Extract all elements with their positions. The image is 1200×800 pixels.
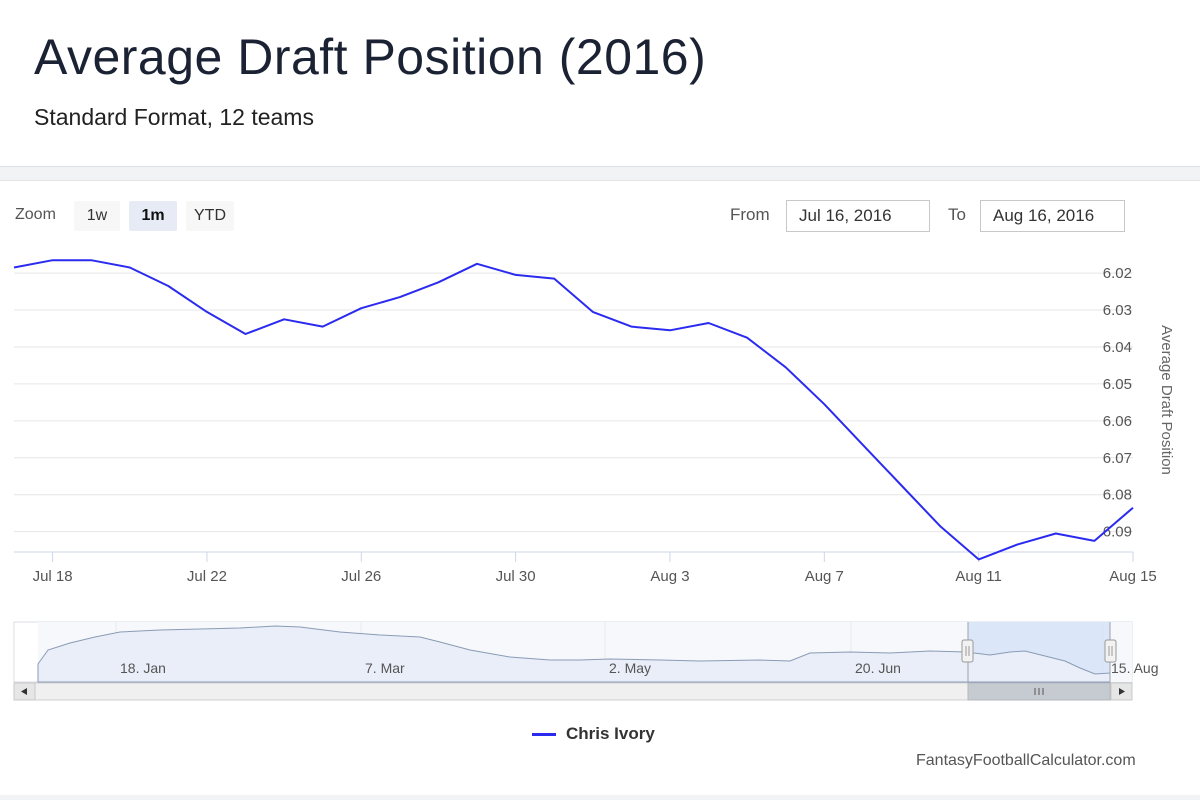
series-chris-ivory	[8, 254, 1139, 565]
navigator-tick-label: 7. Mar	[365, 660, 405, 676]
data-point[interactable]	[124, 262, 136, 274]
navigator-scrollbar[interactable]	[13, 682, 1133, 701]
navigator-tick-label: 18. Jan	[120, 660, 166, 676]
x-tick-label: Aug 7	[805, 568, 844, 585]
data-point[interactable]	[1127, 502, 1139, 514]
data-point[interactable]	[1011, 539, 1023, 551]
y-tick-label: 6.05	[1103, 376, 1132, 393]
x-tick-label: Jul 22	[187, 568, 227, 585]
y-tick-label: 6.06	[1103, 413, 1132, 430]
navigator-tick-label: 20. Jun	[855, 660, 901, 676]
zoom-1w-button[interactable]: 1w	[74, 201, 120, 231]
data-point[interactable]	[162, 280, 174, 292]
legend-label: Chris Ivory	[566, 724, 655, 743]
data-point[interactable]	[240, 328, 252, 340]
scroll-right-arrow-icon	[1119, 688, 1125, 695]
x-tick-label: Jul 26	[341, 568, 381, 585]
data-point[interactable]	[625, 321, 637, 333]
y-tick-label: 6.04	[1103, 339, 1132, 356]
navigator-x-ticks: 18. Jan 7. Mar 2. May 20. Jun 15. Aug	[120, 660, 1159, 676]
navigator-tick-label: 15. Aug	[1111, 660, 1159, 676]
data-point[interactable]	[703, 317, 715, 329]
navigator-tick-label: 2. May	[609, 660, 651, 676]
data-point[interactable]	[548, 273, 560, 285]
y-tick-label: 6.09	[1103, 524, 1132, 541]
y-axis-ticks: 6.02 6.03 6.04 6.05 6.06 6.07 6.08 6.09	[1103, 265, 1132, 541]
y-tick-label: 6.08	[1103, 487, 1132, 504]
y-axis-title: Average Draft Position	[1158, 325, 1175, 475]
data-point[interactable]	[857, 439, 869, 451]
data-point[interactable]	[201, 306, 213, 318]
y-tick-label: 6.03	[1103, 302, 1132, 319]
zoom-ytd-button[interactable]: YTD	[186, 201, 234, 231]
data-point[interactable]	[973, 553, 985, 565]
scrollbar-track[interactable]	[13, 682, 1133, 701]
data-point[interactable]	[895, 480, 907, 492]
navigator[interactable]: 18. Jan 7. Mar 2. May 20. Jun 15. Aug	[13, 621, 1159, 683]
x-axis: Jul 18 Jul 22 Jul 26 Jul 30 Aug 3 Aug 7 Aug 11…	[14, 551, 1157, 585]
data-point[interactable]	[818, 398, 830, 410]
data-point[interactable]	[934, 520, 946, 532]
credit-link[interactable]: FantasyFootballCalculator.com	[916, 752, 1136, 769]
data-point[interactable]	[85, 254, 97, 266]
page-title: Average Draft Position (2016)	[34, 29, 707, 85]
y-tick-label: 6.07	[1103, 450, 1132, 467]
data-point[interactable]	[780, 361, 792, 373]
data-point[interactable]	[471, 258, 483, 270]
data-point[interactable]	[1050, 528, 1062, 540]
from-label: From	[730, 205, 770, 224]
x-tick-label: Aug 15	[1109, 568, 1157, 585]
data-point[interactable]	[355, 302, 367, 314]
page-subtitle: Standard Format, 12 teams	[34, 104, 314, 130]
scroll-left-arrow-icon	[21, 688, 27, 695]
to-label: To	[948, 205, 966, 224]
page-header: Average Draft Position (2016) Standard F…	[0, 0, 1200, 167]
grid-lines	[14, 272, 1133, 533]
zoom-label: Zoom	[15, 206, 56, 223]
data-point[interactable]	[510, 269, 522, 281]
x-tick-label: Aug 11	[955, 568, 1001, 585]
data-point[interactable]	[1088, 535, 1100, 547]
y-tick-label: 6.02	[1103, 265, 1132, 282]
zoom-1m-button[interactable]: 1m	[129, 201, 177, 231]
from-date-input[interactable]	[786, 200, 930, 232]
chart-svg: 6.026.036.046.056.066.076.086.09 Jul 18 J…	[8, 254, 1175, 701]
legend-line-icon	[532, 732, 556, 736]
series-line-chris-ivory	[13, 259, 1134, 561]
data-point[interactable]	[278, 313, 290, 325]
data-point[interactable]	[317, 321, 329, 333]
data-point[interactable]	[394, 291, 406, 303]
x-tick-label: Jul 30	[496, 568, 536, 585]
data-point[interactable]	[432, 276, 444, 288]
data-point[interactable]	[8, 262, 20, 274]
legend-item-chris-ivory[interactable]: Chris Ivory	[532, 722, 655, 746]
navigator-area	[37, 625, 1111, 683]
to-date-input[interactable]	[980, 200, 1125, 232]
data-point[interactable]	[741, 332, 753, 344]
x-tick-label: Jul 18	[33, 568, 73, 585]
navigator-right-handle[interactable]	[1104, 639, 1117, 663]
navigator-left-handle[interactable]	[961, 639, 974, 663]
data-point[interactable]	[47, 254, 59, 266]
x-tick-label: Aug 3	[650, 568, 689, 585]
data-point[interactable]	[664, 324, 676, 336]
data-point[interactable]	[587, 306, 599, 318]
